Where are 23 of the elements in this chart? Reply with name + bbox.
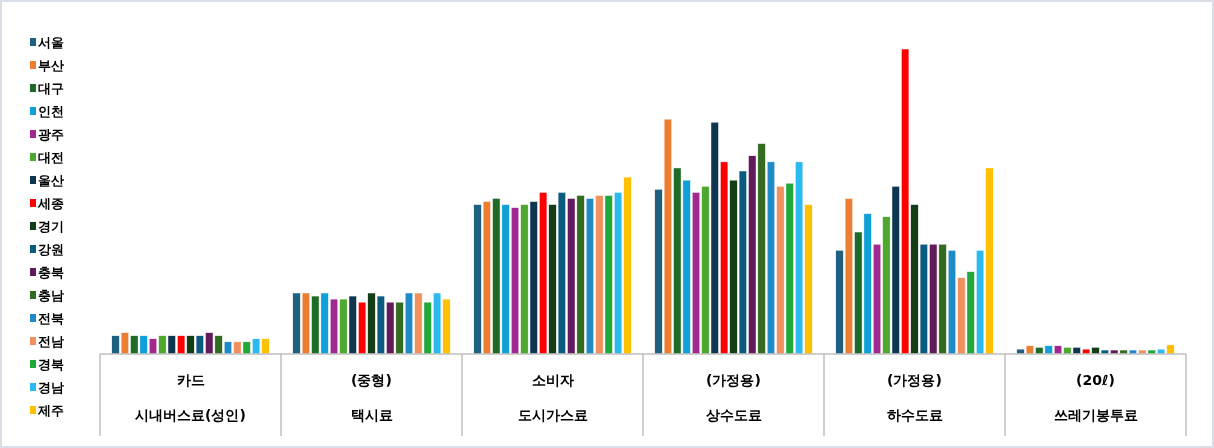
legend-label: 충남 [38, 288, 64, 303]
legend-label: 부산 [38, 58, 64, 73]
category-label: 카드 시내버스료(성인) [135, 372, 246, 423]
legend-label: 서울 [38, 35, 64, 50]
legend-label: 울산 [38, 173, 64, 188]
legend-label: 경기 [38, 219, 64, 234]
category-label: 소비자 도시가스료 [517, 372, 588, 423]
legend-label: 대구 [38, 81, 64, 96]
category-label: (중형) 택시료 [350, 372, 393, 423]
legend-label: 인천 [38, 104, 64, 119]
legend-label: 경북 [38, 357, 64, 372]
legend-label: 전남 [38, 334, 64, 349]
legend-label: 세종 [37, 196, 64, 211]
legend-label: 충북 [38, 265, 64, 280]
legend-label: 경남 [38, 380, 64, 395]
legend-label: 강원 [38, 242, 64, 257]
legend-label: 전북 [38, 311, 64, 326]
category-label: (가정용) 하수도료 [886, 372, 943, 423]
category-label: (가정용) 상수도료 [705, 372, 762, 423]
legend-label: 광주 [38, 127, 64, 142]
legend-label: 대전 [38, 150, 64, 165]
category-label: (20ℓ) 쓰레기봉투료 [1053, 372, 1138, 423]
legend-label: 제주 [37, 403, 64, 418]
